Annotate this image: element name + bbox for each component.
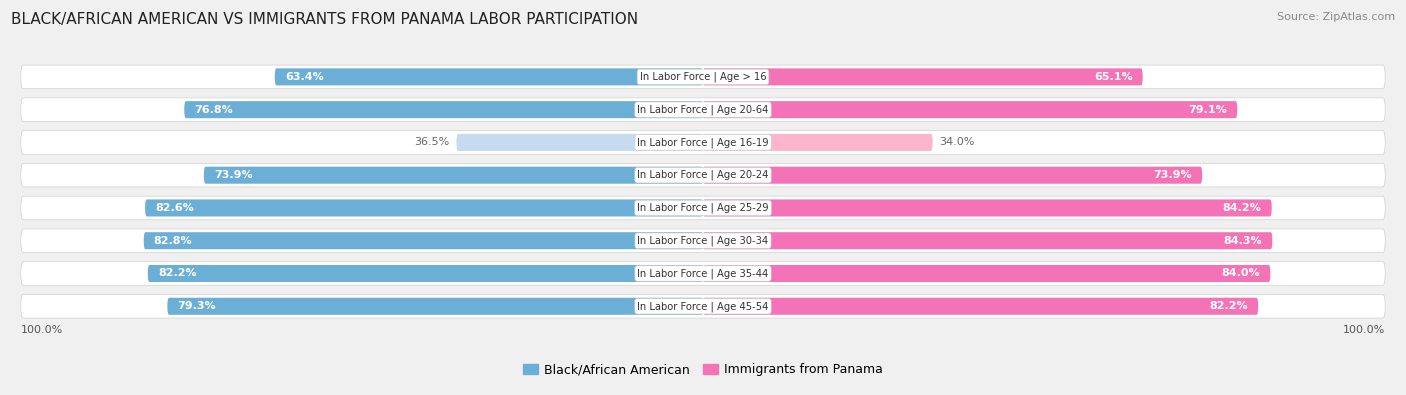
FancyBboxPatch shape [703, 167, 1202, 184]
FancyBboxPatch shape [21, 196, 1385, 220]
Text: In Labor Force | Age 25-29: In Labor Force | Age 25-29 [637, 203, 769, 213]
Text: 36.5%: 36.5% [415, 137, 450, 147]
Text: 82.2%: 82.2% [1209, 301, 1249, 311]
Text: 84.2%: 84.2% [1223, 203, 1261, 213]
Text: In Labor Force | Age 45-54: In Labor Force | Age 45-54 [637, 301, 769, 312]
Text: 82.6%: 82.6% [155, 203, 194, 213]
Text: 82.8%: 82.8% [153, 236, 193, 246]
FancyBboxPatch shape [703, 265, 1271, 282]
Text: 84.3%: 84.3% [1223, 236, 1263, 246]
Text: In Labor Force | Age 20-64: In Labor Force | Age 20-64 [637, 104, 769, 115]
Text: 76.8%: 76.8% [194, 105, 233, 115]
Text: In Labor Force | Age 20-24: In Labor Force | Age 20-24 [637, 170, 769, 181]
FancyBboxPatch shape [703, 101, 1237, 118]
FancyBboxPatch shape [21, 164, 1385, 187]
Text: Source: ZipAtlas.com: Source: ZipAtlas.com [1277, 12, 1395, 22]
Text: 73.9%: 73.9% [214, 170, 253, 180]
FancyBboxPatch shape [148, 265, 703, 282]
Text: 100.0%: 100.0% [21, 325, 63, 335]
FancyBboxPatch shape [703, 298, 1258, 315]
FancyBboxPatch shape [143, 232, 703, 249]
FancyBboxPatch shape [21, 294, 1385, 318]
Text: 65.1%: 65.1% [1094, 72, 1133, 82]
FancyBboxPatch shape [274, 68, 703, 85]
FancyBboxPatch shape [21, 262, 1385, 285]
FancyBboxPatch shape [703, 232, 1272, 249]
FancyBboxPatch shape [703, 68, 1143, 85]
FancyBboxPatch shape [703, 199, 1271, 216]
FancyBboxPatch shape [21, 229, 1385, 252]
FancyBboxPatch shape [703, 134, 932, 151]
FancyBboxPatch shape [167, 298, 703, 315]
Text: 82.2%: 82.2% [157, 269, 197, 278]
FancyBboxPatch shape [457, 134, 703, 151]
Text: 79.1%: 79.1% [1188, 105, 1227, 115]
Text: 79.3%: 79.3% [177, 301, 217, 311]
FancyBboxPatch shape [21, 98, 1385, 121]
Text: 100.0%: 100.0% [1343, 325, 1385, 335]
FancyBboxPatch shape [21, 131, 1385, 154]
FancyBboxPatch shape [145, 199, 703, 216]
Text: In Labor Force | Age 30-34: In Labor Force | Age 30-34 [637, 235, 769, 246]
Text: In Labor Force | Age 16-19: In Labor Force | Age 16-19 [637, 137, 769, 148]
Text: 63.4%: 63.4% [285, 72, 323, 82]
Text: BLACK/AFRICAN AMERICAN VS IMMIGRANTS FROM PANAMA LABOR PARTICIPATION: BLACK/AFRICAN AMERICAN VS IMMIGRANTS FRO… [11, 12, 638, 27]
Text: 73.9%: 73.9% [1153, 170, 1192, 180]
Text: In Labor Force | Age > 16: In Labor Force | Age > 16 [640, 71, 766, 82]
Legend: Black/African American, Immigrants from Panama: Black/African American, Immigrants from … [519, 358, 887, 382]
Text: 34.0%: 34.0% [939, 137, 974, 147]
FancyBboxPatch shape [21, 65, 1385, 89]
Text: In Labor Force | Age 35-44: In Labor Force | Age 35-44 [637, 268, 769, 279]
FancyBboxPatch shape [204, 167, 703, 184]
Text: 84.0%: 84.0% [1222, 269, 1260, 278]
FancyBboxPatch shape [184, 101, 703, 118]
